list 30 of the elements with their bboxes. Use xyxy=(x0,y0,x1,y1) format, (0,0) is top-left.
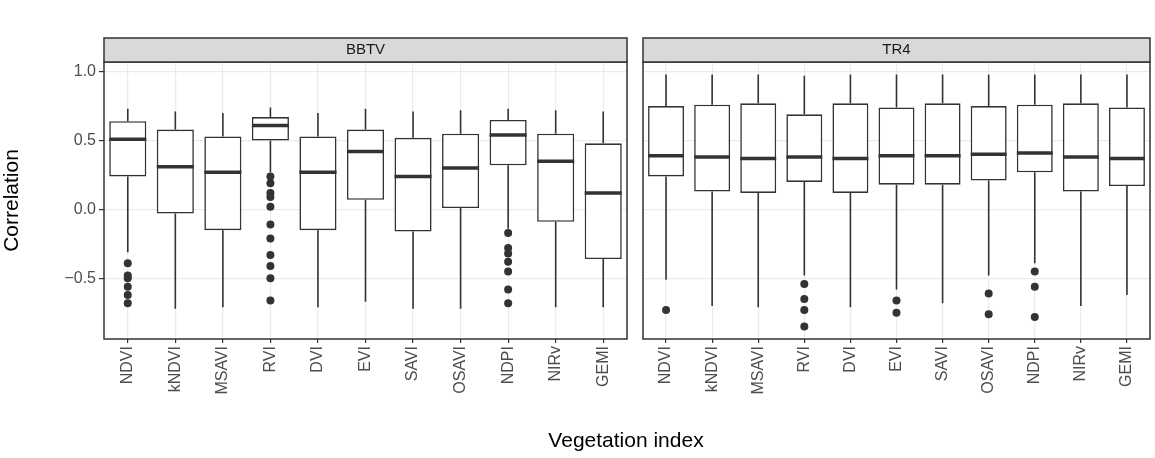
y-axis-title: Correlation xyxy=(0,149,23,252)
x-tick-label: MSAVI xyxy=(748,346,766,395)
x-tick-label: OSAVI xyxy=(451,346,468,394)
y-tick-label: 0.5 xyxy=(73,130,97,148)
x-tick-label: NIRv xyxy=(546,346,564,382)
x-tick-label: DVI xyxy=(308,346,326,373)
x-tick-label: EVI xyxy=(355,346,373,372)
x-tick-label: EVI xyxy=(886,346,904,372)
x-tick-label: GEMI xyxy=(1117,346,1135,387)
y-tick-label: 0.0 xyxy=(73,199,97,217)
y-tick-label: −0.5 xyxy=(64,268,97,286)
x-tick-label: NIRv xyxy=(1071,346,1089,382)
x-tick-label: MSAVI xyxy=(213,346,231,395)
x-tick-label: NDPI xyxy=(1025,346,1043,385)
chart-title: BBTV xyxy=(345,40,386,58)
y-tick-label: 1.0 xyxy=(73,62,97,80)
x-tick-label: SAVI xyxy=(933,346,950,382)
x-tick-label: kNDVI xyxy=(702,346,720,393)
x-tick-label: NDVI xyxy=(656,346,674,385)
x-tick-label: RVI xyxy=(260,346,278,373)
chart-title: TR4 xyxy=(882,40,911,58)
x-tick-label: NDVI xyxy=(118,346,136,385)
x-tick-label: OSAVI xyxy=(979,346,997,394)
x-tick-label: kNDVI xyxy=(165,346,183,393)
x-tick-label: DVI xyxy=(840,346,858,373)
x-tick-label: RVI xyxy=(794,346,812,373)
x-tick-label: NDPI xyxy=(498,346,516,385)
x-tick-label: GEMI xyxy=(593,346,611,387)
x-tick-label: SAVI xyxy=(403,346,421,382)
x-axis-title: Vegetation index xyxy=(548,428,704,452)
